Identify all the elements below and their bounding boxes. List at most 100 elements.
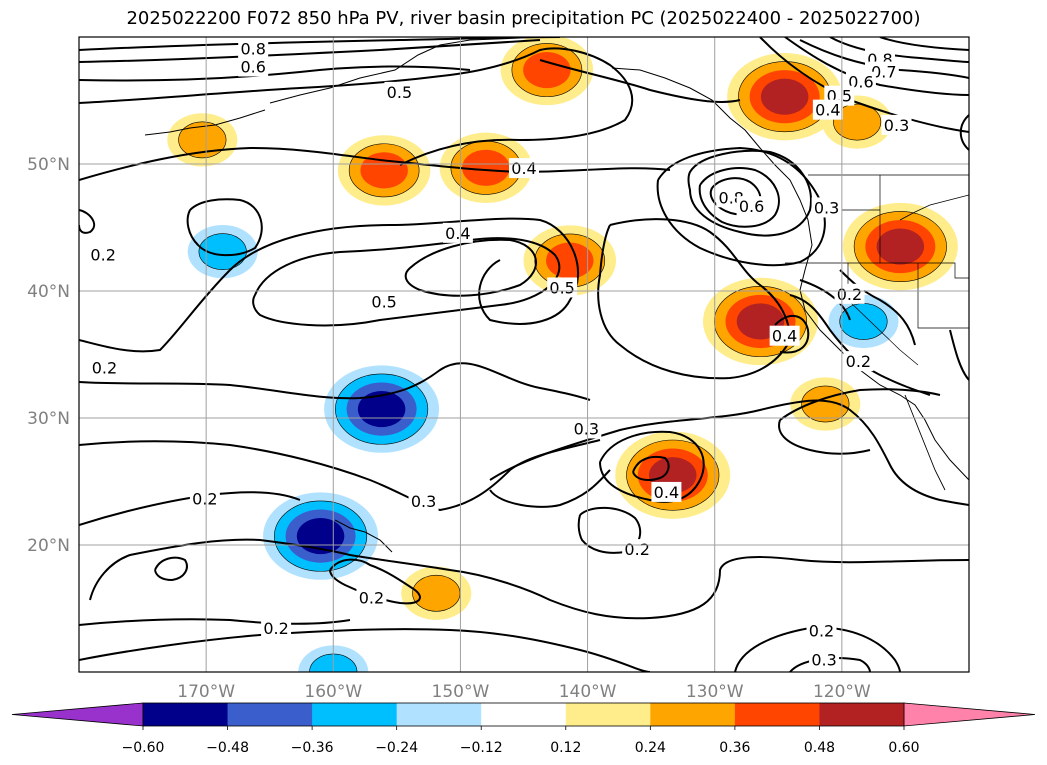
contour-label: 0.2 — [809, 621, 834, 640]
colorbar-segment — [143, 703, 229, 726]
borders — [785, 174, 969, 366]
colorbar-segment — [734, 703, 820, 726]
colorbar-tick-label: −0.36 — [291, 740, 334, 756]
contour-label-bg — [369, 291, 400, 312]
contour-label: 0.2 — [624, 540, 649, 559]
contour-label-bg — [806, 620, 837, 641]
contour-label-bg — [736, 196, 767, 217]
lon-axis-labels: 170°W 160°W 150°W 140°W 130°W 120°W — [177, 682, 871, 702]
precip-pc-feature — [842, 202, 958, 291]
contour-label: 0.7 — [871, 63, 896, 82]
contour-label: 0.4 — [445, 224, 470, 243]
contour-label: 0.3 — [811, 651, 836, 670]
precip-pc-feature — [828, 294, 899, 349]
lat-tick-label: 30°N — [27, 409, 70, 429]
contour-label-bg — [811, 197, 842, 218]
contour-label-bg — [509, 158, 539, 179]
precip-pc-level — [412, 574, 461, 612]
lon-tick-label: 150°W — [432, 682, 490, 702]
lat-axis-labels: 20°N 30°N 40°N 50°N — [27, 155, 70, 556]
colorbar-segment — [312, 703, 398, 726]
contour-label-bg — [843, 351, 874, 372]
contour-label-bg — [442, 222, 473, 243]
lon-tick-label: 120°W — [813, 682, 871, 702]
contour-label-bg — [812, 99, 843, 120]
contour-label-bg — [571, 418, 602, 439]
colorbar-segment — [396, 703, 482, 726]
contour-label-bg — [881, 114, 912, 135]
precip-pc-feature — [324, 365, 440, 453]
contour-label-bg — [868, 61, 899, 82]
contour-label: 0.3 — [884, 116, 909, 135]
contour-label-bg — [238, 56, 269, 77]
colorbar-extend-high — [903, 702, 1036, 727]
contour-label: 0.3 — [411, 492, 436, 511]
colorbar-segment — [227, 703, 313, 726]
colorbar-tick-label: −0.48 — [206, 740, 249, 756]
contour-label-bg — [651, 481, 682, 502]
contour-label-bg — [769, 325, 800, 346]
lat-tick-label: 50°N — [27, 155, 70, 175]
precip-pc-level — [833, 103, 882, 141]
contour-label-bg — [89, 357, 120, 378]
chart-title: 2025022200 F072 850 hPa PV, river basin … — [126, 8, 921, 29]
lon-tick-label: 160°W — [304, 682, 362, 702]
colorbar-outline — [142, 702, 905, 727]
pv-contours — [79, 37, 969, 672]
precip-pc-level — [357, 391, 406, 428]
contour-label: 0.2 — [263, 619, 288, 638]
lon-tick-label: 170°W — [177, 682, 235, 702]
colorbar: −0.60 −0.48 −0.36 −0.24 −0.12 0.12 0.24 0.36 0.4… — [11, 702, 1036, 756]
precip-pc-feature — [401, 566, 472, 620]
contour-label-bg — [547, 277, 578, 298]
contour-label: 0.5 — [549, 278, 574, 297]
precip-pc-level — [760, 78, 809, 115]
precip-pc-level — [876, 228, 925, 265]
contour-label: 0.2 — [92, 358, 117, 377]
contour-label-bg — [238, 38, 269, 59]
colorbar-tick-label: 0.24 — [635, 740, 666, 756]
precip-pc-level — [839, 303, 888, 340]
contour-label: 0.6 — [739, 197, 764, 216]
colorbar-tick-label: 0.12 — [550, 740, 581, 756]
precip-pc-level — [546, 242, 594, 279]
precip-pc-level — [178, 121, 227, 159]
contour-label: 0.6 — [240, 57, 265, 76]
colorbar-segment — [819, 703, 905, 726]
colorbar-tick-label: 0.48 — [804, 740, 835, 756]
contour-label-bg — [356, 587, 387, 608]
contour-label-bg — [384, 81, 415, 102]
contour-label: 0.8 — [240, 40, 265, 59]
contour-label: 0.4 — [772, 327, 797, 346]
map-frame — [78, 36, 970, 673]
lon-tick-label: 130°W — [686, 682, 744, 702]
contour-label-bg — [622, 539, 653, 560]
contour-label: 0.6 — [848, 73, 873, 92]
precip-pc-feature — [263, 492, 379, 580]
precip-pc-feature — [167, 113, 238, 167]
colorbar-tick-label: 0.60 — [888, 740, 919, 756]
precip-pc-level — [523, 51, 571, 89]
contour-label: 0.2 — [359, 588, 384, 607]
contour-label-bg — [408, 490, 439, 511]
precip-pc-feature — [187, 225, 258, 279]
colorbar-tick-label: −0.24 — [375, 740, 418, 756]
contour-label: 0.2 — [837, 285, 862, 304]
colorbar-extend-low — [11, 702, 144, 727]
contour-label: 0.5 — [387, 83, 412, 102]
contour-label: 0.2 — [90, 245, 115, 264]
contour-label-bg — [189, 488, 220, 509]
lon-tick-label: 140°W — [559, 682, 617, 702]
precip-pc-feature — [500, 37, 594, 106]
gridlines — [79, 37, 969, 672]
contour-label-bg — [809, 649, 840, 670]
precip-pc-feature — [337, 135, 431, 206]
lat-tick-label: 40°N — [27, 282, 70, 302]
contour-label: 0.3 — [574, 419, 599, 438]
contour-label-bg — [261, 617, 292, 638]
colorbar-segment — [650, 703, 736, 726]
contour-label: 0.2 — [192, 489, 217, 508]
contour-label: 0.4 — [815, 101, 840, 120]
colorbar-tick-label: −0.60 — [122, 740, 165, 756]
